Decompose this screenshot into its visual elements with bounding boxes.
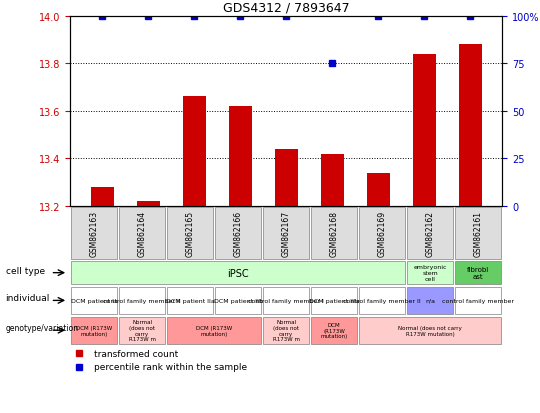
Bar [137, 202, 160, 206]
Text: control family member I: control family member I [248, 298, 324, 303]
Text: iPSC: iPSC [227, 268, 249, 278]
Text: DCM (R173W
mutation): DCM (R173W mutation) [196, 325, 232, 336]
FancyBboxPatch shape [215, 207, 261, 260]
FancyBboxPatch shape [455, 287, 501, 314]
Bar [367, 173, 389, 206]
Text: fibrobl
ast: fibrobl ast [467, 266, 489, 280]
Text: GSM862165: GSM862165 [186, 210, 195, 256]
Text: GSM862164: GSM862164 [138, 210, 147, 256]
Text: transformed count: transformed count [94, 349, 178, 358]
Text: DCM (R173W
mutation): DCM (R173W mutation) [76, 325, 112, 336]
FancyBboxPatch shape [455, 207, 501, 260]
Text: GSM862161: GSM862161 [474, 210, 483, 256]
Bar [413, 55, 436, 206]
Text: GSM862169: GSM862169 [377, 210, 387, 256]
Bar [458, 45, 482, 206]
Bar [275, 150, 298, 206]
Text: GSM862162: GSM862162 [426, 210, 435, 256]
Bar [183, 97, 206, 206]
Text: Normal (does not carry
R173W mutation): Normal (does not carry R173W mutation) [399, 325, 462, 336]
Text: GSM862167: GSM862167 [282, 210, 291, 256]
Text: control family member: control family member [442, 298, 514, 303]
Text: Normal
(does not
carry
R173W m: Normal (does not carry R173W m [273, 319, 300, 342]
Text: embryonic
stem
cell: embryonic stem cell [414, 265, 447, 281]
FancyBboxPatch shape [119, 287, 165, 314]
Text: DCM patient IIb: DCM patient IIb [214, 298, 262, 303]
Text: GSM862163: GSM862163 [90, 210, 99, 256]
FancyBboxPatch shape [167, 207, 213, 260]
Text: percentile rank within the sample: percentile rank within the sample [94, 362, 247, 371]
FancyBboxPatch shape [167, 287, 213, 314]
FancyBboxPatch shape [167, 317, 261, 344]
FancyBboxPatch shape [359, 207, 405, 260]
FancyBboxPatch shape [311, 287, 357, 314]
Text: n/a: n/a [425, 298, 435, 303]
Text: control family member II: control family member II [103, 298, 181, 303]
Text: control family member II: control family member II [343, 298, 421, 303]
FancyBboxPatch shape [407, 261, 453, 285]
FancyBboxPatch shape [359, 317, 501, 344]
Text: individual: individual [5, 293, 50, 302]
FancyBboxPatch shape [263, 287, 309, 314]
FancyBboxPatch shape [263, 207, 309, 260]
FancyBboxPatch shape [71, 261, 405, 285]
FancyBboxPatch shape [359, 287, 405, 314]
FancyBboxPatch shape [311, 317, 357, 344]
FancyBboxPatch shape [455, 261, 501, 285]
Text: DCM patient Ia: DCM patient Ia [71, 298, 118, 303]
Text: DCM
(R173W
mutation): DCM (R173W mutation) [321, 322, 348, 339]
Text: GSM862166: GSM862166 [234, 210, 242, 256]
Bar [321, 154, 343, 206]
FancyBboxPatch shape [71, 207, 117, 260]
Text: genotype/variation: genotype/variation [5, 323, 79, 332]
FancyBboxPatch shape [215, 287, 261, 314]
FancyBboxPatch shape [407, 287, 453, 314]
FancyBboxPatch shape [119, 317, 165, 344]
Text: Normal
(does not
carry
R173W m: Normal (does not carry R173W m [129, 319, 156, 342]
FancyBboxPatch shape [311, 207, 357, 260]
Title: GDS4312 / 7893647: GDS4312 / 7893647 [223, 1, 349, 14]
Text: GSM862168: GSM862168 [330, 210, 339, 256]
FancyBboxPatch shape [263, 317, 309, 344]
Text: DCM patient IIa: DCM patient IIa [166, 298, 214, 303]
Bar [91, 188, 114, 206]
FancyBboxPatch shape [71, 287, 117, 314]
Text: DCM patient IIIa: DCM patient IIIa [309, 298, 360, 303]
Bar [229, 107, 252, 206]
FancyBboxPatch shape [119, 207, 165, 260]
FancyBboxPatch shape [71, 317, 117, 344]
Text: cell type: cell type [5, 266, 45, 275]
FancyBboxPatch shape [407, 207, 453, 260]
